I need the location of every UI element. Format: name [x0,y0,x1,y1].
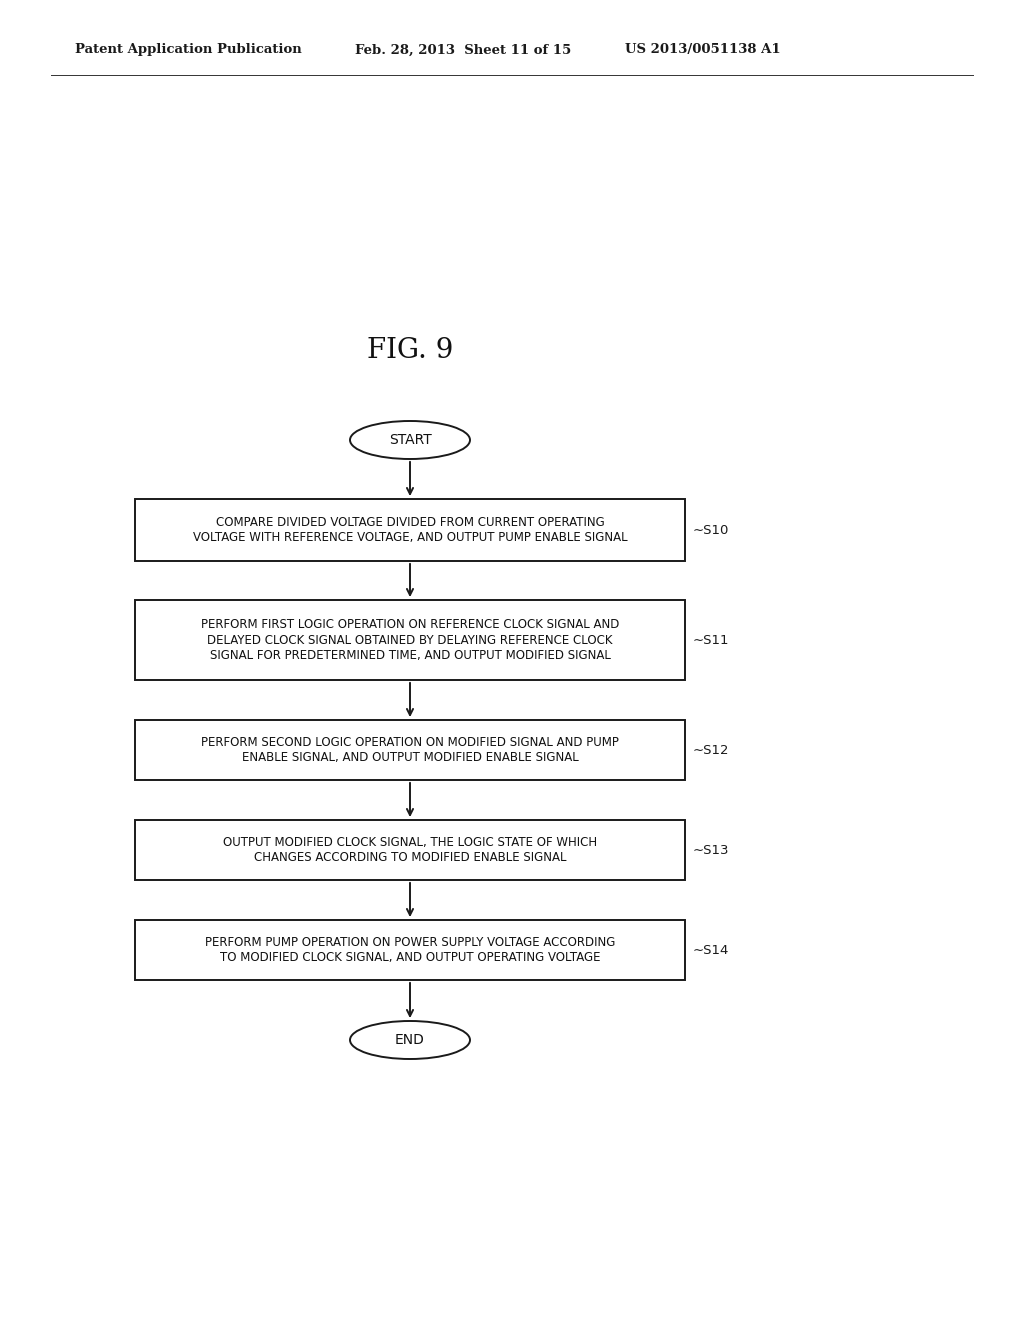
Ellipse shape [350,421,470,459]
Text: COMPARE DIVIDED VOLTAGE DIVIDED FROM CURRENT OPERATING
VOLTAGE WITH REFERENCE VO: COMPARE DIVIDED VOLTAGE DIVIDED FROM CUR… [193,516,628,544]
Text: Patent Application Publication: Patent Application Publication [75,44,302,57]
Bar [135,601,685,680]
Text: START: START [389,433,431,447]
Text: US 2013/0051138 A1: US 2013/0051138 A1 [625,44,780,57]
Bar [135,719,685,780]
Text: FIG. 9: FIG. 9 [367,337,454,363]
Text: PERFORM FIRST LOGIC OPERATION ON REFERENCE CLOCK SIGNAL AND
DELAYED CLOCK SIGNAL: PERFORM FIRST LOGIC OPERATION ON REFEREN… [201,619,620,661]
Text: Feb. 28, 2013  Sheet 11 of 15: Feb. 28, 2013 Sheet 11 of 15 [355,44,571,57]
Ellipse shape [350,1020,470,1059]
Text: ∼S11: ∼S11 [693,634,729,647]
Bar [135,499,685,561]
Text: ∼S10: ∼S10 [693,524,729,536]
Text: PERFORM PUMP OPERATION ON POWER SUPPLY VOLTAGE ACCORDING
TO MODIFIED CLOCK SIGNA: PERFORM PUMP OPERATION ON POWER SUPPLY V… [205,936,615,964]
Bar [135,920,685,979]
Text: END: END [395,1034,425,1047]
Text: ∼S12: ∼S12 [693,743,729,756]
Bar [135,820,685,880]
Text: ∼S13: ∼S13 [693,843,729,857]
Text: ∼S14: ∼S14 [693,944,729,957]
Text: PERFORM SECOND LOGIC OPERATION ON MODIFIED SIGNAL AND PUMP
ENABLE SIGNAL, AND OU: PERFORM SECOND LOGIC OPERATION ON MODIFI… [201,737,618,764]
Text: OUTPUT MODIFIED CLOCK SIGNAL, THE LOGIC STATE OF WHICH
CHANGES ACCORDING TO MODI: OUTPUT MODIFIED CLOCK SIGNAL, THE LOGIC … [223,836,597,865]
